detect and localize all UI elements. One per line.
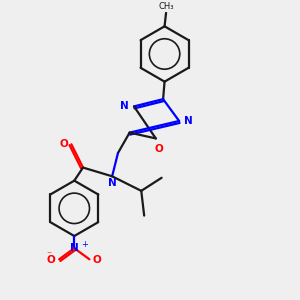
- Text: ⁻: ⁻: [46, 250, 52, 260]
- Text: N: N: [120, 101, 129, 111]
- Text: O: O: [47, 255, 56, 265]
- Text: CH₃: CH₃: [159, 2, 174, 11]
- Text: N: N: [70, 243, 79, 253]
- Text: +: +: [81, 240, 88, 249]
- Text: O: O: [154, 144, 163, 154]
- Text: O: O: [59, 139, 68, 149]
- Text: N: N: [184, 116, 193, 126]
- Text: N: N: [108, 178, 116, 188]
- Text: O: O: [93, 255, 102, 265]
